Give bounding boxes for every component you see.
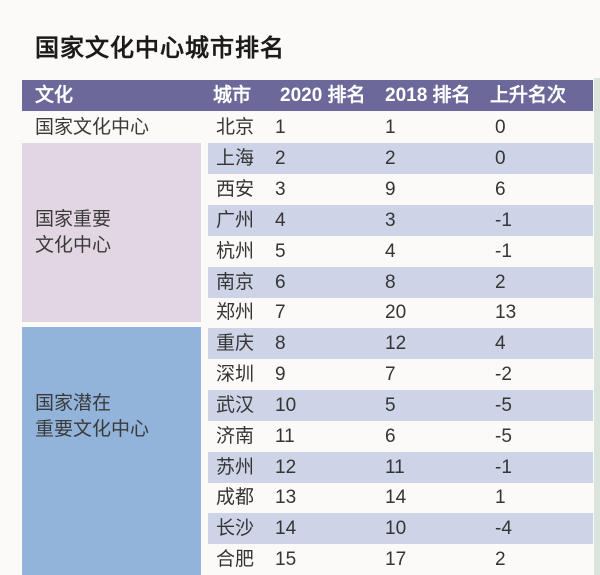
page-title: 国家文化中心城市排名 bbox=[35, 35, 285, 62]
city-cell: 上海 bbox=[216, 148, 255, 169]
table-row: 武汉 10 5 -5 bbox=[208, 390, 593, 421]
rank-2020-cell: 6 bbox=[275, 272, 286, 293]
rank-2018-cell: 17 bbox=[385, 549, 407, 570]
city-cell: 长沙 bbox=[216, 518, 255, 539]
rank-2020-cell: 3 bbox=[275, 179, 286, 200]
city-cell: 深圳 bbox=[216, 364, 255, 385]
change-cell: 0 bbox=[495, 148, 506, 169]
city-cell: 武汉 bbox=[216, 395, 255, 416]
column-header-city: 城市 bbox=[213, 85, 252, 106]
rank-2018-cell: 14 bbox=[385, 487, 407, 508]
right-edge-strip bbox=[594, 78, 600, 575]
city-cell: 郑州 bbox=[216, 302, 255, 323]
city-cell: 南京 bbox=[216, 272, 255, 293]
rank-2018-cell: 2 bbox=[385, 148, 396, 169]
group-label-national-cultural-center: 国家文化中心 bbox=[22, 112, 201, 143]
rank-2020-cell: 7 bbox=[275, 302, 286, 323]
city-cell: 北京 bbox=[216, 117, 255, 138]
rank-2020-cell: 13 bbox=[275, 487, 297, 508]
group-label-line: 国家潜在 bbox=[35, 393, 112, 414]
table-row: 北京 1 1 0 bbox=[208, 112, 593, 143]
change-cell: 0 bbox=[495, 117, 506, 138]
change-cell: -1 bbox=[495, 457, 512, 478]
city-cell: 杭州 bbox=[216, 241, 255, 262]
city-cell: 重庆 bbox=[216, 333, 255, 354]
rank-2020-cell: 12 bbox=[275, 457, 297, 478]
table-row: 重庆 8 12 4 bbox=[208, 328, 593, 359]
city-cell: 合肥 bbox=[216, 549, 255, 570]
rank-2018-cell: 5 bbox=[385, 395, 396, 416]
change-cell: -1 bbox=[495, 210, 512, 231]
group-label-line: 文化中心 bbox=[35, 234, 112, 256]
rank-2018-cell: 6 bbox=[385, 426, 396, 447]
change-cell: -5 bbox=[495, 395, 512, 416]
rank-2020-cell: 14 bbox=[275, 518, 297, 539]
rank-2018-cell: 4 bbox=[385, 241, 396, 262]
rank-2020-cell: 10 bbox=[275, 395, 297, 416]
rank-2020-cell: 9 bbox=[275, 364, 286, 385]
column-header-rank-change: 上升名次 bbox=[490, 85, 567, 106]
rank-2020-cell: 1 bbox=[275, 117, 286, 138]
change-cell: -4 bbox=[495, 518, 512, 539]
rank-2020-cell: 4 bbox=[275, 210, 286, 231]
table-row: 深圳 9 7 -2 bbox=[208, 359, 593, 390]
table-row: 苏州 12 11 -1 bbox=[208, 452, 593, 483]
column-header-rank-2018: 2018 排名 bbox=[385, 85, 471, 106]
rank-2018-cell: 10 bbox=[385, 518, 407, 539]
change-cell: 2 bbox=[495, 272, 506, 293]
rank-2018-cell: 9 bbox=[385, 179, 396, 200]
column-header-rank-2020: 2020 排名 bbox=[280, 85, 366, 106]
table-row: 广州 4 3 -1 bbox=[208, 205, 593, 236]
city-cell: 广州 bbox=[216, 210, 255, 231]
group-label-line: 重要文化中心 bbox=[35, 419, 150, 440]
change-cell: 1 bbox=[495, 487, 506, 508]
change-cell: -5 bbox=[495, 426, 512, 447]
table-row: 上海 2 2 0 bbox=[208, 143, 593, 174]
table-row: 南京 6 8 2 bbox=[208, 267, 593, 298]
rank-2018-cell: 7 bbox=[385, 364, 396, 385]
rank-2018-cell: 1 bbox=[385, 117, 396, 138]
table-row: 济南 11 6 -5 bbox=[208, 421, 593, 452]
rank-2020-cell: 11 bbox=[275, 426, 295, 447]
table-row: 成都 13 14 1 bbox=[208, 482, 593, 513]
table-row: 长沙 14 10 -4 bbox=[208, 513, 593, 544]
group-label-line: 国家文化中心 bbox=[35, 116, 150, 138]
table-row: 杭州 5 4 -1 bbox=[208, 236, 593, 267]
rank-2018-cell: 8 bbox=[385, 272, 396, 293]
city-cell: 济南 bbox=[216, 426, 255, 447]
column-header-culture: 文化 bbox=[35, 85, 74, 106]
rank-2018-cell: 3 bbox=[385, 210, 396, 231]
rank-2018-cell: 12 bbox=[385, 333, 407, 354]
change-cell: 13 bbox=[495, 302, 517, 323]
change-cell: 6 bbox=[495, 179, 506, 200]
group-label-line: 国家重要 bbox=[35, 208, 112, 230]
rank-2020-cell: 8 bbox=[275, 333, 286, 354]
table-row: 西安 3 9 6 bbox=[208, 174, 593, 205]
change-cell: 4 bbox=[495, 333, 506, 354]
rank-2020-cell: 15 bbox=[275, 549, 297, 570]
table-row: 合肥 15 17 2 bbox=[208, 544, 593, 575]
city-cell: 西安 bbox=[216, 179, 255, 200]
city-cell: 成都 bbox=[216, 487, 255, 508]
change-cell: 2 bbox=[495, 549, 506, 570]
table-row: 郑州 7 20 13 bbox=[208, 297, 593, 328]
group-label-national-potential-important-cultural-center: 国家潜在 重要文化中心 bbox=[22, 327, 201, 575]
rank-2020-cell: 5 bbox=[275, 241, 286, 262]
group-label-national-important-cultural-center: 国家重要 文化中心 bbox=[22, 143, 201, 322]
table-header: 文化 城市 2020 排名 2018 排名 上升名次 bbox=[22, 80, 593, 111]
change-cell: -1 bbox=[495, 241, 512, 262]
rank-2018-cell: 20 bbox=[385, 302, 407, 323]
rank-2020-cell: 2 bbox=[275, 148, 286, 169]
rank-2018-cell: 11 bbox=[385, 457, 405, 478]
city-cell: 苏州 bbox=[216, 457, 255, 478]
change-cell: -2 bbox=[495, 364, 512, 385]
